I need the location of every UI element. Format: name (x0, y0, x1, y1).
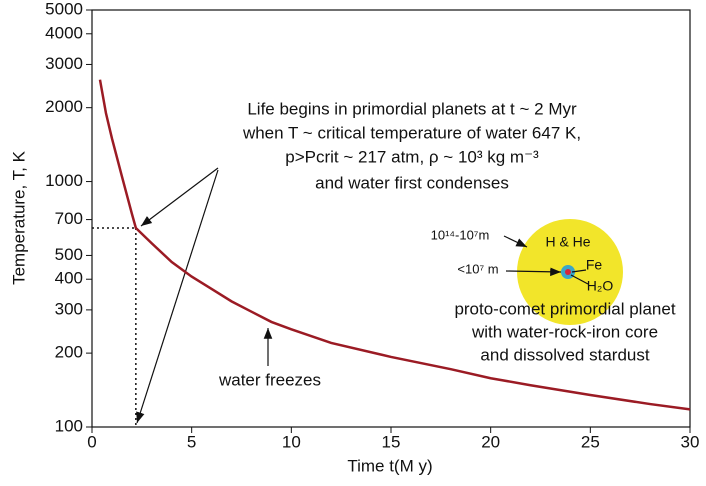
annotation: H₂O (587, 278, 614, 294)
y-tick-label: 100 (55, 416, 83, 435)
y-axis-label: Temperature, T, K (9, 150, 28, 285)
annotation: Fe (586, 257, 603, 273)
x-tick-label: 5 (187, 432, 196, 451)
annotation: p>Pcrit ~ 217 atm, ρ ~ 10³ kg m⁻³ (285, 147, 539, 166)
x-tick-label: 25 (581, 432, 600, 451)
annotation: Life begins in primordial planets at t ~… (247, 99, 577, 118)
y-tick-label: 2000 (45, 97, 83, 116)
annotation: and water first condenses (315, 173, 509, 192)
annotation: and dissolved stardust (480, 345, 649, 364)
y-tick-label: 1000 (45, 171, 83, 190)
x-tick-label: 30 (681, 432, 700, 451)
arrow (140, 167, 219, 227)
pointer (571, 269, 587, 273)
core-center (565, 269, 571, 275)
x-tick-label: 15 (382, 432, 401, 451)
y-tick-label: 4000 (45, 23, 83, 42)
arrow (136, 169, 219, 424)
annotation: 10¹⁴-10⁷m (431, 227, 490, 242)
annotation: water freezes (218, 370, 321, 389)
arrow (505, 267, 562, 277)
annotation: with water-rock-iron core (471, 322, 658, 341)
annotation: when T ~ critical temperature of water 6… (242, 123, 581, 142)
data-line (98, 79, 691, 411)
y-tick-label: 500 (55, 245, 83, 264)
x-tick-label: 0 (87, 432, 96, 451)
x-axis-label: Time t(M y) (347, 456, 432, 475)
y-tick-label: 300 (55, 299, 83, 318)
annotation: <10⁷ m (457, 261, 498, 276)
arrow (503, 235, 528, 248)
y-tick-label: 3000 (45, 54, 83, 73)
y-tick-label: 5000 (45, 0, 83, 18)
annotation: H & He (545, 234, 590, 250)
pointer (570, 274, 589, 285)
annotation: proto-comet primordial planet (454, 299, 675, 318)
y-tick-label: 200 (55, 343, 83, 362)
y-tick-label: 400 (55, 269, 83, 288)
x-tick-label: 20 (481, 432, 500, 451)
y-tick-label: 700 (55, 209, 83, 228)
x-tick-label: 10 (282, 432, 301, 451)
